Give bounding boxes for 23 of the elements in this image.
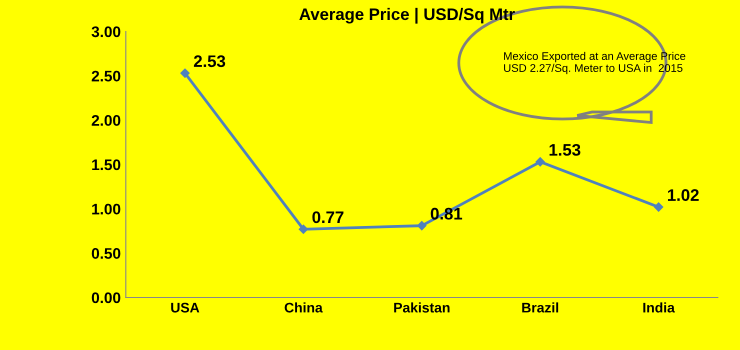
point bbox=[536, 157, 545, 166]
y-tick-label: 2.00 bbox=[92, 115, 120, 126]
data-label: 0.77 bbox=[312, 211, 344, 224]
chart-title: Average Price | USD/Sq Mtr bbox=[299, 8, 515, 24]
y-tick-label: 0.00 bbox=[92, 292, 120, 304]
x-tick-label: India bbox=[643, 302, 675, 313]
annotation: Mexico Exported at an Average Price USD 2.27/Sq. Meter to USA in 2015 bbox=[504, 52, 686, 74]
point bbox=[180, 68, 190, 78]
x-tick-label: China bbox=[284, 302, 323, 313]
y-tick-label: 1.50 bbox=[92, 159, 120, 170]
x-tick-label: Brazil bbox=[522, 302, 558, 313]
x-tick-label: Pakistan bbox=[394, 302, 450, 313]
y-tick-label: 3.00 bbox=[92, 26, 120, 38]
y-tick-label: 0.50 bbox=[92, 248, 120, 259]
x-tick-label: USA bbox=[171, 302, 200, 313]
data-label: 2.53 bbox=[194, 55, 226, 68]
point bbox=[654, 202, 664, 212]
point bbox=[417, 221, 426, 230]
data-label: 1.53 bbox=[550, 144, 580, 156]
data-label: 1.02 bbox=[668, 189, 699, 201]
y-tick-label: 1.00 bbox=[92, 204, 120, 215]
y-tick-label: 2.50 bbox=[92, 70, 120, 82]
point bbox=[298, 224, 308, 234]
